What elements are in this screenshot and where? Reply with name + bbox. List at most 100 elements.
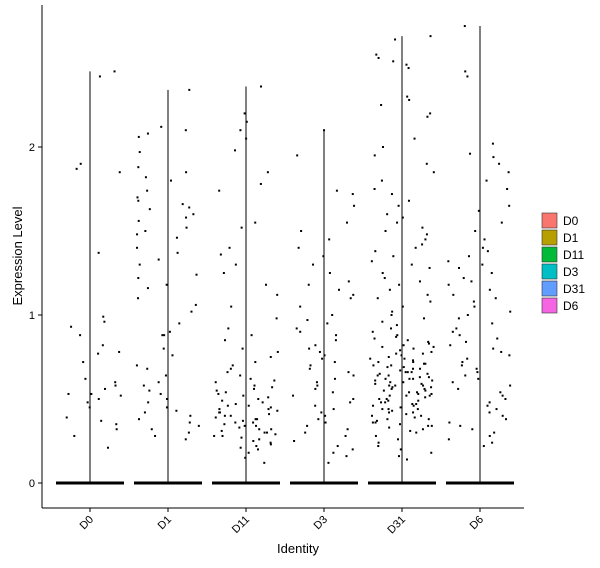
point-D6 (486, 250, 489, 253)
point-D3 (314, 404, 317, 407)
point-D31 (423, 317, 425, 320)
point-D11 (255, 445, 258, 448)
point-D31 (373, 337, 376, 340)
point-D1 (137, 199, 140, 202)
point-D1 (159, 392, 162, 395)
point-D6 (485, 179, 488, 182)
axes-layer (41, 5, 524, 509)
point-D0 (113, 70, 116, 73)
point-D31 (415, 431, 418, 434)
point-D11 (249, 377, 252, 380)
point-D1 (189, 414, 192, 417)
point-D1 (150, 428, 153, 431)
point-D31 (391, 310, 394, 313)
legend-key-D3 (541, 263, 558, 280)
point-D11 (240, 226, 243, 229)
point-D31 (372, 404, 375, 407)
point-D3 (324, 421, 327, 424)
point-D6 (451, 381, 454, 384)
point-D3 (306, 319, 309, 322)
point-D31 (420, 382, 423, 385)
point-D0 (101, 344, 104, 347)
point-D11 (252, 440, 255, 442)
point-D1 (135, 364, 138, 367)
point-D31 (421, 226, 424, 229)
point-D11 (241, 419, 244, 422)
violins-layer (56, 26, 514, 485)
point-D6 (452, 293, 455, 296)
point-D3 (321, 357, 324, 360)
point-D31 (373, 188, 376, 190)
point-D6 (477, 209, 480, 212)
point-D31 (386, 418, 389, 421)
point-D0 (97, 251, 100, 254)
point-D31 (380, 179, 383, 182)
point-D31 (397, 204, 400, 207)
point-D31 (424, 389, 427, 392)
point-D11 (213, 434, 216, 437)
point-D3 (300, 230, 303, 232)
point-D31 (381, 345, 384, 348)
point-D11 (256, 448, 259, 451)
point-D31 (383, 277, 386, 280)
point-D31 (426, 293, 429, 296)
point-D11 (241, 347, 244, 350)
point-D31 (430, 392, 433, 395)
point-D31 (382, 389, 385, 392)
point-D11 (256, 418, 259, 421)
point-D31 (381, 146, 384, 148)
point-D11 (239, 374, 242, 377)
point-D31 (374, 382, 377, 385)
point-D6 (471, 428, 474, 431)
point-D1 (138, 263, 141, 266)
point-D1 (146, 367, 149, 370)
point-D1 (137, 297, 140, 300)
point-D6 (504, 398, 507, 400)
point-D31 (376, 297, 379, 300)
point-D3 (345, 455, 348, 458)
point-D31 (408, 98, 411, 101)
point-D0 (84, 377, 87, 380)
point-D6 (457, 387, 460, 390)
point-D31 (396, 221, 399, 224)
point-D31 (401, 216, 404, 219)
point-D3 (292, 394, 295, 397)
point-D11 (254, 221, 257, 224)
point-D3 (333, 361, 336, 364)
point-D31 (374, 379, 377, 382)
point-D11 (243, 112, 246, 115)
point-D11 (220, 429, 223, 432)
point-D1 (184, 129, 187, 132)
point-D6 (462, 277, 465, 280)
point-D31 (387, 356, 390, 358)
point-D6 (447, 260, 450, 263)
point-D1 (176, 251, 179, 254)
point-D31 (398, 283, 401, 286)
point-D31 (369, 357, 372, 360)
point-D6 (464, 70, 467, 73)
point-D31 (421, 428, 424, 431)
point-D1 (169, 179, 172, 182)
point-D6 (491, 322, 494, 325)
legend-label-D6: D6 (563, 299, 579, 313)
point-D6 (488, 288, 491, 291)
point-D6 (465, 340, 468, 343)
point-D1 (197, 424, 200, 427)
point-D11 (253, 387, 256, 390)
point-D11 (263, 461, 266, 464)
point-D3 (336, 445, 339, 448)
point-D11 (254, 418, 257, 421)
point-D31 (418, 280, 421, 283)
point-D31 (387, 374, 390, 377)
point-D31 (388, 288, 391, 291)
point-D3 (296, 154, 299, 157)
point-D3 (314, 387, 317, 390)
point-D31 (402, 344, 405, 347)
point-D6 (498, 162, 501, 165)
point-D31 (377, 56, 380, 59)
point-D31 (406, 371, 409, 374)
point-D11 (223, 414, 226, 417)
point-D31 (386, 213, 389, 216)
point-D31 (405, 458, 408, 461)
point-D6 (449, 344, 452, 347)
